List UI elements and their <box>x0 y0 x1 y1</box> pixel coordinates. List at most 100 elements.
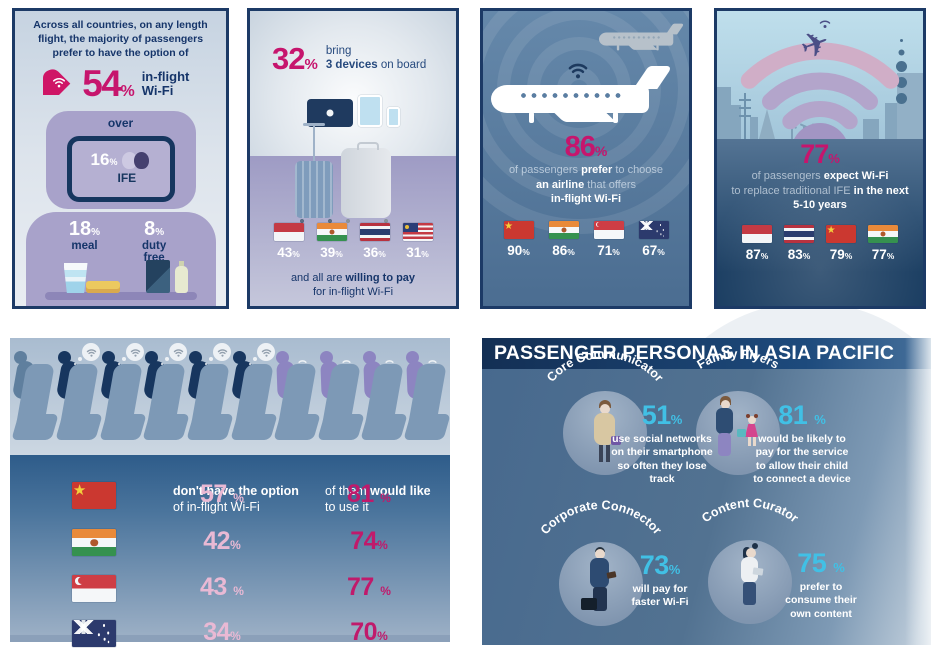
ife-replacement-value: 77% <box>800 139 840 169</box>
theater-masks-icon <box>122 151 150 169</box>
tower-lights <box>896 61 907 72</box>
flag-icon <box>742 225 772 243</box>
passenger-icon <box>186 351 216 403</box>
country-stat: 71% <box>593 221 624 258</box>
no-wifi-bubble-icon <box>209 343 231 361</box>
country-stat: 31% <box>402 223 433 260</box>
persona-stat-family-flyers: 81 % would be likely to pay for the serv… <box>753 400 851 486</box>
suitcase-gray-icon <box>341 142 391 218</box>
country-stat: 86% <box>548 221 579 258</box>
seat <box>230 351 278 456</box>
duty-free-stat: 8% duty free <box>141 218 167 265</box>
country-stat: 87% <box>742 225 772 262</box>
persona-circle-core-communicator <box>563 391 647 475</box>
country-stat: 67% <box>638 221 669 258</box>
panel-airline-choice: 86% of passengers prefer to choose an ai… <box>480 8 692 309</box>
seat <box>186 351 234 456</box>
svg-text:Family Flyers: Family Flyers <box>695 347 782 372</box>
flag-icon <box>72 529 116 556</box>
column-header-would-use: of them would like to use it <box>325 484 431 515</box>
column-header-no-option: don't have the option of in-flight Wi-Fi <box>173 484 299 515</box>
country-stat: 36% <box>359 223 390 260</box>
preference-stat-row: 54% in-flight Wi-Fi <box>15 63 226 105</box>
flag-icon <box>72 620 116 647</box>
seatback-figure-body: 18% meal 8% duty free <box>25 212 216 306</box>
airline-choice-text: of passengers prefer to choose an airlin… <box>508 164 664 206</box>
perfume-bottle-icon <box>174 261 188 293</box>
seat <box>273 351 321 456</box>
flag-icon <box>359 223 390 241</box>
country-stat: 39% <box>316 223 347 260</box>
flag-icon <box>72 575 116 602</box>
flag-icon <box>402 223 433 241</box>
country-stat: 77% <box>868 225 898 262</box>
flag-icon <box>868 225 898 243</box>
svg-text:Corporate Connector: Corporate Connector <box>538 498 665 537</box>
persona-circle-corporate-connector <box>559 542 643 626</box>
ife-value: 16% <box>90 150 118 169</box>
wifi-preference-value: 54% <box>82 63 135 104</box>
seat <box>360 351 408 456</box>
flag-icon <box>593 221 624 239</box>
seat <box>403 351 451 456</box>
panel-devices: 32% bring 3 devices on board 43% 39% <box>247 8 459 309</box>
city-sky-scene: ✈ <box>717 11 923 139</box>
flag-icon <box>273 223 304 241</box>
trolley-pole <box>313 126 315 162</box>
heart-wifi-icon <box>41 65 75 99</box>
cabin-seats-scene <box>10 338 451 456</box>
passenger-icon <box>230 351 260 403</box>
windmill-icon <box>791 126 793 139</box>
plane-wifi-icon <box>819 20 831 28</box>
devices-icons-row <box>250 95 456 127</box>
flag-icon <box>316 223 347 241</box>
antenna-icon <box>739 93 751 139</box>
flag-icon <box>784 225 814 243</box>
devices-country-stats: 43% 39% 36% 31% <box>250 223 456 260</box>
wifi-preference-label: in-flight Wi-Fi <box>141 69 190 98</box>
trolley-handle <box>303 123 325 126</box>
flag-icon <box>826 225 856 243</box>
persona-stat-core-communicator: 51% use social networks on their smartph… <box>611 400 713 486</box>
no-wifi-bubble-icon <box>165 343 187 361</box>
persona-circle-content-curator <box>708 540 792 624</box>
svg-text:Core Communicator: Core Communicator <box>544 347 666 385</box>
ife-replacement-text: of passengers expect Wi-Fi to replace tr… <box>731 170 909 212</box>
seat <box>317 351 365 456</box>
parent-and-child-illustration <box>696 391 780 475</box>
meal-snack-icon <box>85 281 120 293</box>
woman-illustration <box>563 391 647 475</box>
persona-arc-label: Family Flyers <box>695 347 782 372</box>
suitcase-wheels <box>298 219 394 223</box>
no-wifi-bubble-icon <box>122 343 144 361</box>
seatback-screen: 16% IFE <box>66 136 175 202</box>
svg-text:Content Curator: Content Curator <box>699 496 801 526</box>
businessman-illustration <box>559 542 643 626</box>
flag-icon <box>548 221 579 239</box>
devices-top-background <box>250 11 456 156</box>
country-stat: 79% <box>826 225 856 262</box>
laptop-icon <box>306 99 353 127</box>
suitcase-blue-icon <box>295 161 333 218</box>
persona-arc-label: Content Curator <box>699 496 801 526</box>
seat <box>142 351 190 456</box>
passenger-icon <box>11 351 41 403</box>
flag-icon <box>638 221 669 239</box>
ife-label: IFE <box>117 171 137 185</box>
spire-icon <box>759 109 775 139</box>
airline-country-stats: 90% 86% 71% 67% <box>483 221 689 258</box>
devices-stat: 32% bring 3 devices on board <box>272 41 427 76</box>
no-wifi-bubble-icon <box>78 343 100 361</box>
seatback-figure-head: over 16% IFE <box>45 111 196 209</box>
seat <box>55 351 103 456</box>
drink-cup-icon <box>63 263 88 293</box>
ife-replacement-background <box>717 139 923 306</box>
persona-stat-corporate-connector: 73% will pay for faster Wi-Fi <box>631 550 689 609</box>
flag-icon <box>72 482 116 509</box>
smartphone-icon <box>386 107 400 127</box>
big-wifi-icon <box>740 42 900 139</box>
panel-ife-replacement: ✈ 77% of passengers expect Wi-Fi to repl… <box>714 8 926 309</box>
meal-stat: 18% meal <box>68 218 101 252</box>
panel-preference-intro: Across all countries, on any length flig… <box>33 19 208 59</box>
